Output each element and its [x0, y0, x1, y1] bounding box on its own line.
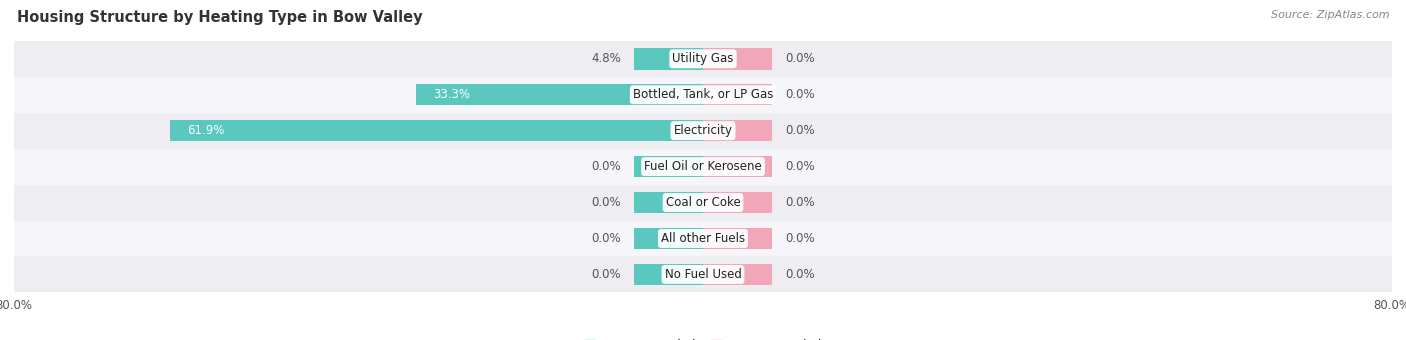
- Bar: [634, 264, 703, 285]
- Bar: [703, 156, 772, 177]
- Bar: [416, 84, 703, 105]
- Bar: [14, 185, 1392, 221]
- Text: 33.3%: 33.3%: [433, 88, 471, 101]
- Text: 0.0%: 0.0%: [785, 124, 814, 137]
- Text: 61.9%: 61.9%: [187, 124, 225, 137]
- Bar: [703, 264, 772, 285]
- Text: 0.0%: 0.0%: [785, 160, 814, 173]
- Text: 4.8%: 4.8%: [592, 52, 621, 65]
- Bar: [634, 192, 703, 213]
- Text: Coal or Coke: Coal or Coke: [665, 196, 741, 209]
- Bar: [14, 149, 1392, 185]
- Text: 0.0%: 0.0%: [592, 268, 621, 281]
- Bar: [634, 228, 703, 249]
- Text: 0.0%: 0.0%: [785, 232, 814, 245]
- Bar: [703, 120, 772, 141]
- Bar: [703, 228, 772, 249]
- Text: Utility Gas: Utility Gas: [672, 52, 734, 65]
- Text: 0.0%: 0.0%: [592, 232, 621, 245]
- Text: Electricity: Electricity: [673, 124, 733, 137]
- Text: 0.0%: 0.0%: [785, 52, 814, 65]
- Text: Source: ZipAtlas.com: Source: ZipAtlas.com: [1271, 10, 1389, 20]
- Text: All other Fuels: All other Fuels: [661, 232, 745, 245]
- Bar: [14, 113, 1392, 149]
- Bar: [14, 221, 1392, 256]
- Text: Housing Structure by Heating Type in Bow Valley: Housing Structure by Heating Type in Bow…: [17, 10, 422, 25]
- Text: No Fuel Used: No Fuel Used: [665, 268, 741, 281]
- Bar: [634, 156, 703, 177]
- Text: 0.0%: 0.0%: [592, 160, 621, 173]
- Bar: [14, 256, 1392, 292]
- Bar: [703, 84, 772, 105]
- Text: Fuel Oil or Kerosene: Fuel Oil or Kerosene: [644, 160, 762, 173]
- Text: 0.0%: 0.0%: [592, 196, 621, 209]
- Text: 0.0%: 0.0%: [785, 196, 814, 209]
- Legend: Owner-occupied, Renter-occupied: Owner-occupied, Renter-occupied: [579, 335, 827, 340]
- Bar: [14, 41, 1392, 77]
- Bar: [170, 120, 703, 141]
- Bar: [703, 48, 772, 70]
- Text: 0.0%: 0.0%: [785, 268, 814, 281]
- Text: 0.0%: 0.0%: [785, 88, 814, 101]
- Bar: [14, 77, 1392, 113]
- Text: Bottled, Tank, or LP Gas: Bottled, Tank, or LP Gas: [633, 88, 773, 101]
- Bar: [703, 192, 772, 213]
- Bar: [634, 48, 703, 70]
